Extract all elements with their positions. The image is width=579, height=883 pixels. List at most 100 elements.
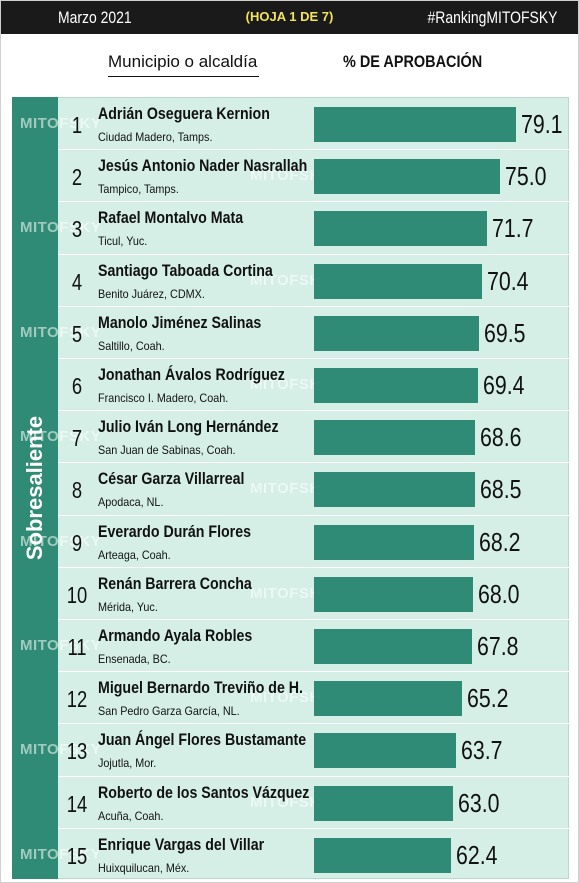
watermark: MITOFSKY [250,584,332,602]
watermark: MITOFSKY [250,480,332,498]
mayor-name: Jesús Antonio Nader Nasrallah [98,157,308,176]
mayor-name: Renán Barrera Concha [98,574,252,593]
approval-value: 67.8 [477,631,519,661]
report-date: Marzo 2021 [58,8,132,27]
approval-value: 71.7 [492,213,534,244]
approval-value: 68.6 [480,422,522,453]
mayor-name: Armando Ayala Robles [98,627,253,645]
rank-number: 3 [71,216,83,243]
approval-bar [314,159,500,195]
approval-bar [314,837,451,873]
approval-value: 68.5 [480,474,522,505]
watermark: MITOFSKY [250,167,332,185]
watermark: MITOFSKY [20,637,102,654]
watermark: MITOFSKY [250,793,332,811]
approval-value: 63.0 [458,787,500,818]
municipality-name: Ensenada, BC. [98,652,171,666]
approval-value: 69.4 [483,370,525,400]
watermark: MITOFSKY [250,689,332,707]
category-band [12,97,58,879]
approval-bar [314,211,487,247]
approval-bar [314,524,474,560]
municipality-name: Apodaca, NL. [98,495,164,510]
municipality-name: Tampico, Tamps. [98,182,179,197]
row-separator [58,149,569,151]
sheet-indicator: (HOJA 1 DE 7) [245,9,334,24]
rank-number: 12 [66,686,88,713]
rank-number: 1 [71,112,83,138]
mayor-name: Julio Iván Long Hernández [98,418,279,437]
mayor-name: Rafael Montalvo Mata [98,209,244,228]
rank-number: 14 [66,790,88,817]
approval-bar [314,420,475,456]
mayor-name: Everardo Durán Flores [98,522,251,541]
row-separator [58,723,569,725]
rank-number: 10 [66,581,88,608]
approval-bar [314,629,472,664]
row-separator [58,305,569,307]
approval-value: 79.1 [521,109,563,139]
municipality-name: Huixquilucan, Méx. [98,860,190,875]
municipality-column-header: Municipio o alcaldía [108,52,260,77]
mayor-name: Manolo Jiménez Salinas [98,313,262,332]
approval-bar [314,368,478,403]
rank-number: 13 [66,738,88,765]
row-separator [58,671,569,673]
top-header-bar: Marzo 2021 (HOJA 1 DE 7) #RankingMITOFSK… [0,0,579,34]
mayor-name: Juan Ángel Flores Bustamante [98,731,307,750]
approval-bar [314,263,482,299]
rank-number: 15 [66,842,88,869]
approval-bar [314,576,473,612]
ranking-hashtag: #RankingMITOFSKY [427,8,557,27]
watermark: MITOFSKY [250,376,332,393]
watermark: MITOFSKY [20,428,102,446]
approval-value: 68.2 [479,526,521,557]
row-separator [58,201,569,203]
row-separator [58,619,569,620]
municipality-name: Saltillo, Coah. [98,338,165,353]
row-separator [58,827,569,829]
mayor-name: Adrián Oseguera Kernion [98,105,270,123]
approval-value: 62.4 [456,839,498,870]
approval-bar [314,315,479,351]
mayor-name: Jonathan Ávalos Rodríguez [98,366,285,384]
approval-value: 75.0 [505,161,547,192]
municipality-name: Mérida, Yuc. [98,599,158,614]
municipality-name: Arteaga, Coah. [98,547,171,562]
row-separator [58,514,569,516]
watermark: MITOFSKY [20,115,102,132]
row-separator [58,410,569,412]
rank-number: 4 [71,268,83,295]
row-separator [58,358,569,359]
approval-bar [314,785,453,821]
watermark: MITOFSKY [20,323,102,341]
rank-number: 6 [71,373,83,399]
rank-number: 7 [71,425,83,452]
municipality-name: Francisco I. Madero, Coah. [98,391,229,405]
approval-column-header: % DE APROBACIÓN [343,52,483,71]
municipality-name: Ticul, Yuc. [98,234,148,249]
municipality-name: Acuña, Coah. [98,808,164,823]
rank-number: 11 [67,634,87,660]
rank-number: 5 [71,320,83,347]
watermark: MITOFSKY [20,532,102,550]
watermark: MITOFSKY [20,741,102,759]
approval-value: 69.5 [484,317,526,348]
watermark: MITOFSKY [20,845,102,863]
mayor-name: Santiago Taboada Cortina [98,261,273,280]
rank-number: 8 [71,477,83,504]
approval-value: 65.2 [467,683,509,714]
municipality-name: Ciudad Madero, Tamps. [98,130,213,144]
row-separator [58,566,569,568]
row-separator [58,462,569,464]
approval-bar [314,733,456,769]
municipality-name: Jojutla, Mor. [98,756,157,771]
mayor-name: Miguel Bernardo Treviño de H. [98,679,304,698]
mayor-name: César Garza Villarreal [98,470,245,489]
row-separator [58,775,569,777]
rank-number: 9 [71,529,83,556]
rank-number: 2 [71,164,83,191]
approval-bar [314,107,516,142]
approval-value: 70.4 [487,265,529,296]
municipality-name: San Pedro Garza García, NL. [98,704,240,719]
